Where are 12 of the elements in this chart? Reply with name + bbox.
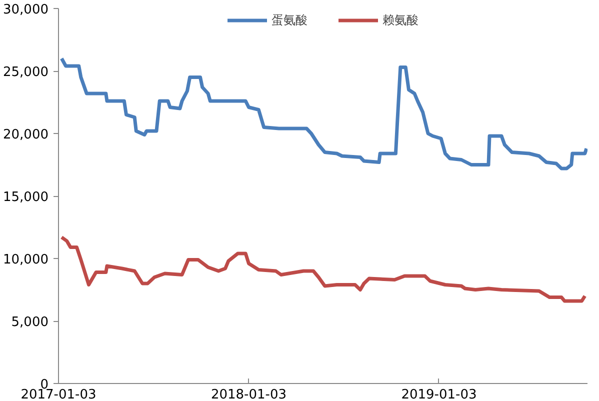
y-tick-label: 10,000 (3, 252, 49, 268)
y-tick-label: 30,000 (3, 2, 49, 18)
y-tick-label: 25,000 (3, 65, 49, 80)
y-tick-label: 5,000 (11, 315, 48, 330)
legend-label: 蛋氨酸 (272, 12, 308, 28)
legend-label: 赖氨酸 (382, 12, 418, 28)
y-tick-label: 20,000 (3, 128, 49, 142)
line-series (60, 56, 588, 170)
x-tick-label: 2019-01-03 (401, 388, 477, 401)
y-tick-label: 15,000 (3, 190, 49, 205)
x-tick-label: 2018-01-03 (210, 388, 287, 401)
line-series (60, 236, 587, 303)
